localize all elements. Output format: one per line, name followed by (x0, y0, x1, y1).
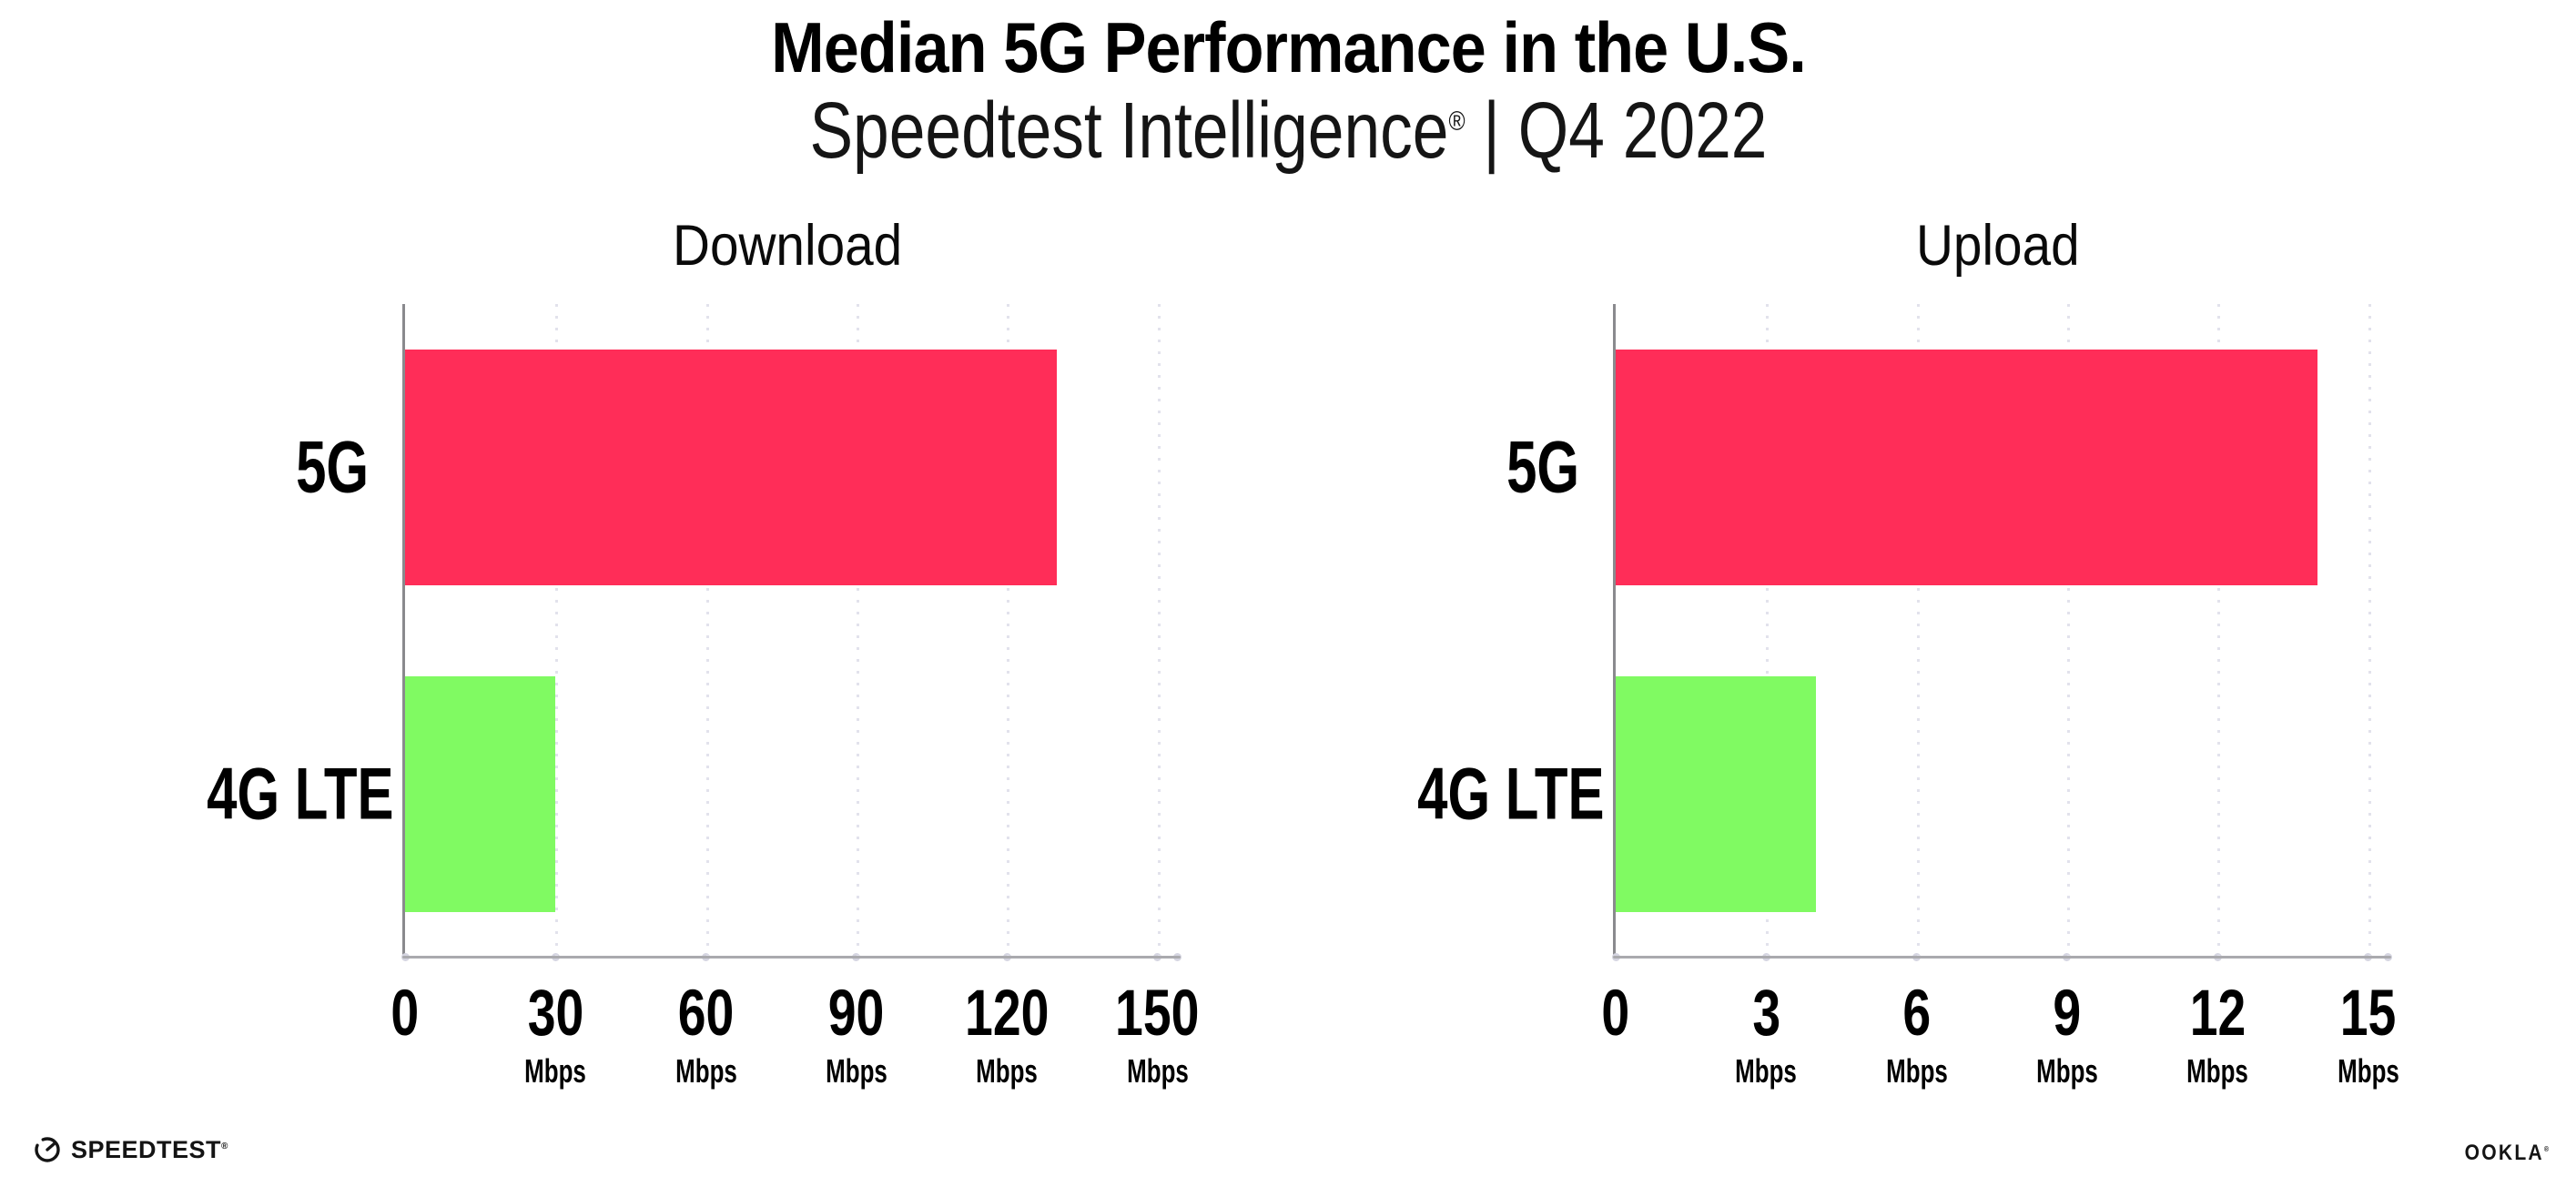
tick-label-30: 30 Mbps (473, 981, 637, 1088)
page-subtitle-text: Speedtest Intelligence® | Q4 2022 (809, 91, 1767, 170)
ookla-registered-mark: ® (2543, 1145, 2549, 1153)
tick-number: 60 (677, 978, 735, 1050)
subtitle-period: Q4 2022 (1517, 86, 1768, 175)
category-label-4g-lte: 4G LTE (207, 753, 394, 835)
tick-label-0: 0 (1534, 981, 1698, 1046)
tick-label-3: 3 Mbps (1684, 981, 1848, 1088)
tick-number: 3 (1751, 978, 1780, 1050)
tick-label-120: 120 Mbps (925, 981, 1089, 1088)
tick-unit: Mbps (1885, 1052, 1948, 1090)
tick-number: 6 (1902, 978, 1932, 1050)
category-label-5g: 5G (1506, 426, 1579, 508)
speedtest-gauge-icon (35, 1137, 60, 1162)
tick-number: 120 (965, 978, 1050, 1050)
x-axis-line (1613, 956, 2391, 959)
bar-5g-upload (1616, 349, 2318, 586)
page-subtitle: Speedtest Intelligence® | Q4 2022 (0, 91, 2576, 170)
speedtest-wordmark: SPEEDTEST® (71, 1135, 228, 1163)
gridline-15 (2368, 304, 2371, 967)
tick-number: 150 (1115, 978, 1200, 1050)
tick-label-12: 12 Mbps (2135, 981, 2299, 1088)
tick-label-150: 150 Mbps (1076, 981, 1240, 1088)
speedtest-registered-mark: ® (221, 1141, 228, 1151)
tick-label-9: 9 Mbps (1985, 981, 2149, 1088)
tick-number: 0 (390, 978, 420, 1050)
x-axis-line (402, 956, 1181, 959)
bar-5g-download (405, 349, 1058, 586)
tick-label-0: 0 (323, 981, 487, 1046)
page-title-text: Median 5G Performance in the U.S. (770, 7, 1807, 87)
chart-upload-plot: Upload 5G 4G LTE 0 3 Mbps 6 Mbps 9 Mbps 12 Mbps 15 M… (1417, 218, 2399, 1088)
subtitle-separator: | (1482, 86, 1500, 175)
page-title: Median 5G Performance in the U.S. (0, 12, 2576, 83)
tick-unit: Mbps (1126, 1052, 1189, 1090)
gridline-12 (2217, 304, 2221, 967)
category-label-4g-lte: 4G LTE (1417, 753, 1605, 835)
tick-unit: Mbps (674, 1052, 737, 1090)
chart-download-plot: Download 5G 4G LTE 0 30 Mbps 60 Mbps 90 Mbps 120 M… (207, 218, 1200, 1088)
tick-label-60: 60 Mbps (624, 981, 788, 1088)
chart-download-title: Download (672, 214, 903, 278)
chart-upload-title: Upload (1916, 214, 2080, 278)
gridline-3 (1766, 304, 1770, 967)
tick-label-15: 15 Mbps (2287, 981, 2450, 1088)
category-label-5g: 5G (296, 426, 369, 508)
gridline-9 (2066, 304, 2070, 967)
speedtest-logo: SPEEDTEST® (33, 1135, 228, 1164)
tick-number: 15 (2339, 978, 2397, 1050)
tick-unit: Mbps (2337, 1052, 2399, 1090)
tick-label-6: 6 Mbps (1835, 981, 1999, 1088)
tick-unit: Mbps (524, 1052, 587, 1090)
tick-unit: Mbps (976, 1052, 1039, 1090)
ookla-wordmark: OOKLA® (2464, 1141, 2549, 1165)
tick-unit: Mbps (826, 1052, 887, 1090)
subtitle-brand: Speedtest Intelligence (808, 86, 1448, 175)
tick-number: 0 (1601, 978, 1630, 1050)
gridline-30 (555, 304, 559, 967)
tick-unit: Mbps (2036, 1052, 2098, 1090)
bar-4g-lte-upload (1616, 675, 1817, 913)
tick-label-90: 90 Mbps (775, 981, 938, 1088)
gridline-6 (1916, 304, 1920, 967)
tick-number: 30 (527, 978, 584, 1050)
tick-number: 90 (828, 978, 885, 1050)
registered-mark: ® (1447, 107, 1465, 137)
gridline-90 (856, 304, 859, 967)
tick-unit: Mbps (2186, 1052, 2249, 1090)
gridline-120 (1007, 304, 1010, 967)
tick-number: 12 (2189, 978, 2246, 1050)
gridline-150 (1157, 304, 1161, 967)
gridline-60 (705, 304, 709, 967)
bar-4g-lte-download (405, 675, 556, 913)
tick-number: 9 (2053, 978, 2082, 1050)
tick-unit: Mbps (1735, 1052, 1798, 1090)
